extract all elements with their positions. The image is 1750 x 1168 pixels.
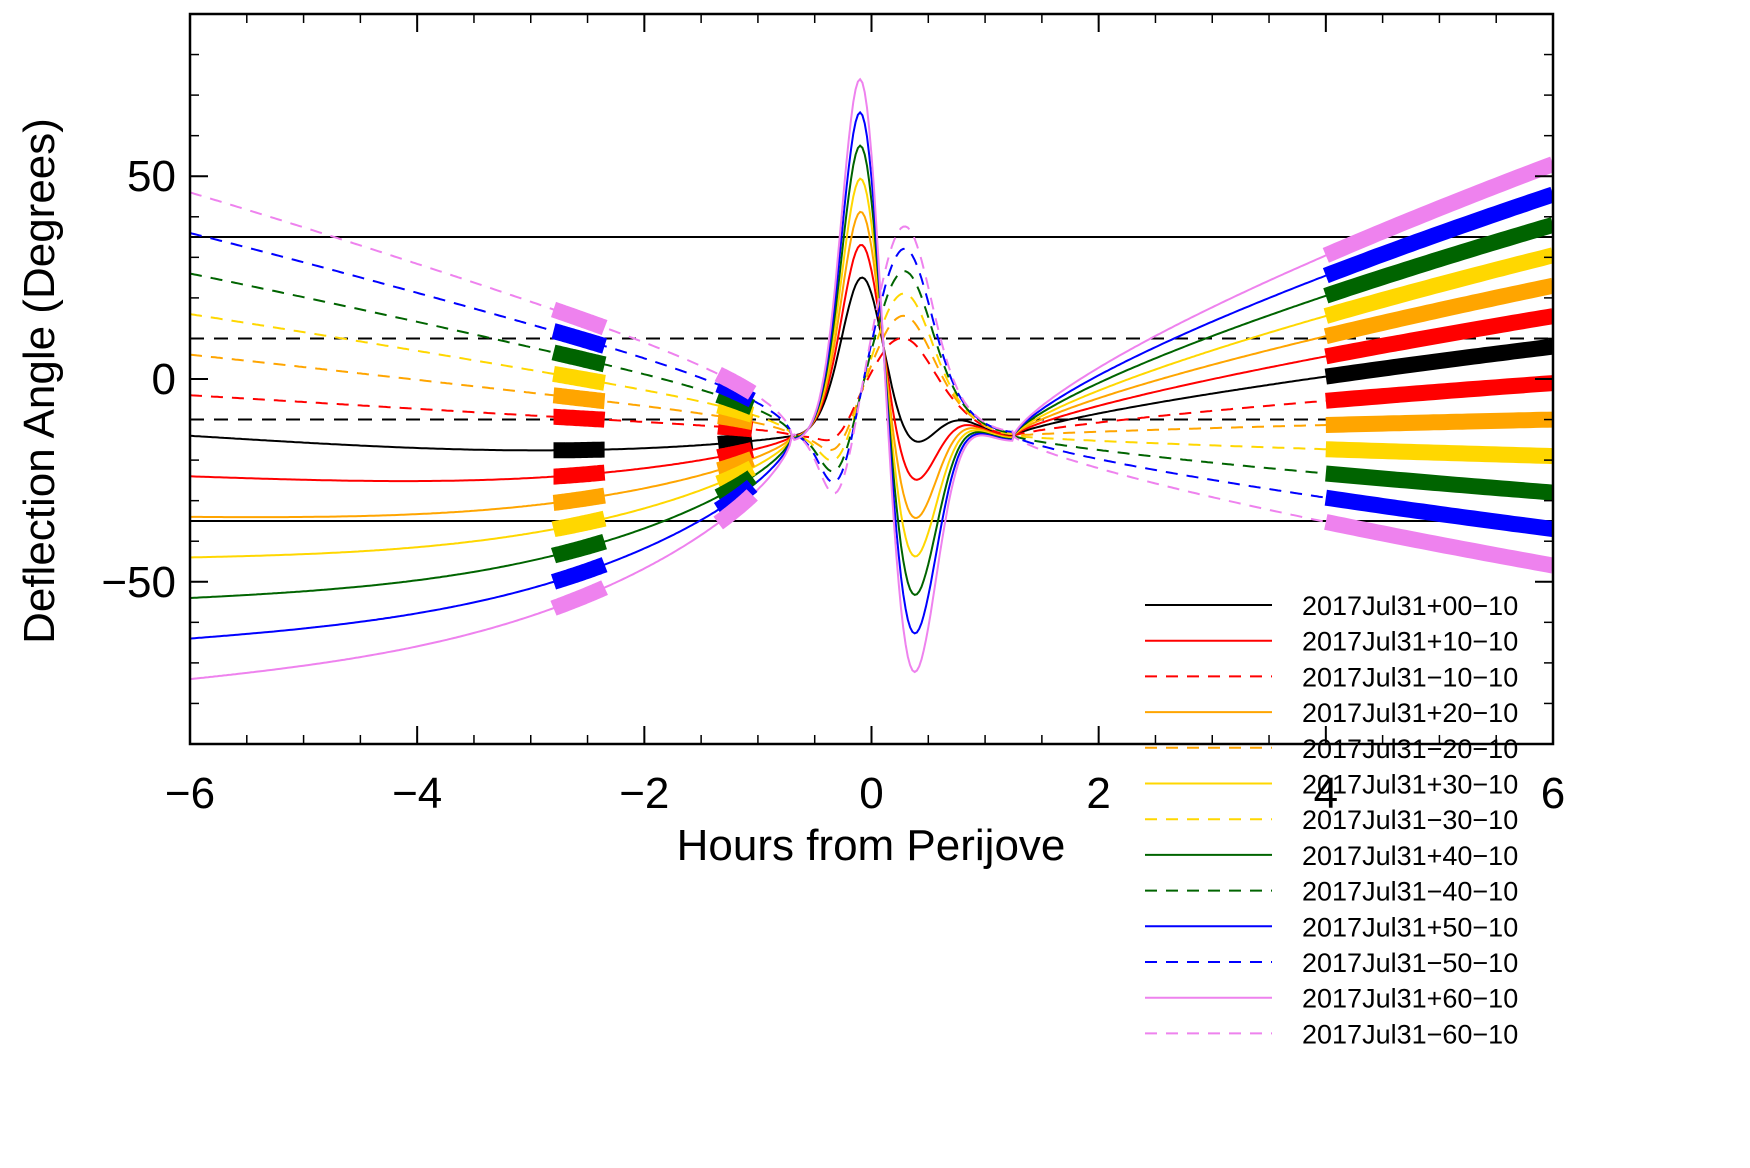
series-marker-band-8-0 <box>551 344 607 373</box>
series-line-8 <box>190 270 1553 494</box>
legend-label-12: 2017Jul31−60−10 <box>1302 1019 1518 1049</box>
x-tick-label: 6 <box>1541 769 1565 818</box>
legend-label-3: 2017Jul31+20−10 <box>1302 698 1518 728</box>
series-marker-band-0-0 <box>553 441 605 459</box>
series-marker-band-3-2 <box>1323 277 1553 344</box>
series-markers <box>550 156 1553 616</box>
legend-label-10: 2017Jul31−50−10 <box>1302 948 1518 978</box>
series-marker-band-9-2 <box>1322 186 1553 284</box>
legend-label-5: 2017Jul31+30−10 <box>1302 770 1518 800</box>
y-tick-label: 50 <box>127 152 176 201</box>
legend-label-11: 2017Jul31+60−10 <box>1302 984 1518 1014</box>
series-marker-band-10-2 <box>1324 489 1553 538</box>
series-marker-band-6-0 <box>552 366 606 391</box>
x-tick-label: 2 <box>1086 769 1110 818</box>
series-marker-band-5-2 <box>1323 247 1553 324</box>
legend-label-9: 2017Jul31+50−10 <box>1302 912 1518 942</box>
series-lines <box>190 77 1553 681</box>
series-marker-band-1-0 <box>553 464 606 485</box>
series-marker-band-3-0 <box>552 487 606 511</box>
series-marker-band-12-0 <box>550 301 608 336</box>
series-marker-band-8-2 <box>1325 465 1553 501</box>
series-marker-band-6-2 <box>1325 441 1553 465</box>
series-marker-band-1-2 <box>1324 308 1553 365</box>
series-marker-band-11-1 <box>713 489 758 530</box>
series-marker-band-11-0 <box>550 580 608 616</box>
series-marker-band-3-1 <box>716 451 756 478</box>
series-marker-band-1-1 <box>716 442 755 465</box>
series-line-12 <box>190 191 1553 567</box>
series-marker-band-10-0 <box>551 323 607 354</box>
axis-ticks <box>189 14 1554 744</box>
legend-label-8: 2017Jul31−40−10 <box>1302 877 1518 907</box>
legend-label-2: 2017Jul31−10−10 <box>1302 662 1518 692</box>
x-tick-label: −6 <box>165 769 215 818</box>
x-axis-label: Hours from Perijove <box>677 821 1066 870</box>
legend-label-6: 2017Jul31−30−10 <box>1302 805 1518 835</box>
series-marker-band-2-2 <box>1325 375 1553 409</box>
legend-label-0: 2017Jul31+00−10 <box>1302 591 1518 621</box>
series-marker-band-2-0 <box>553 408 606 428</box>
series-marker-band-7-2 <box>1323 217 1553 304</box>
x-tick-label: −4 <box>392 769 442 818</box>
legend: 2017Jul31+00−10 2017Jul31+10−10 2017Jul31−… <box>1145 591 1518 1049</box>
series-marker-band-11-2 <box>1322 156 1553 263</box>
series-marker-band-12-1 <box>714 366 757 400</box>
x-tick-label: 0 <box>859 769 883 818</box>
tick-labels: −6 −4 −2 0 2 4 6 −50 0 50 <box>101 152 1565 818</box>
series-marker-band-9-0 <box>550 557 608 590</box>
series-marker-band-0-1 <box>717 432 754 452</box>
series-marker-band-7-0 <box>550 533 607 564</box>
legend-label-4: 2017Jul31−20−10 <box>1302 734 1518 764</box>
series-marker-band-5-1 <box>715 460 756 491</box>
series-marker-band-0-2 <box>1324 338 1553 385</box>
x-tick-label: 4 <box>1314 769 1338 818</box>
series-marker-band-4-0 <box>552 387 606 410</box>
legend-label-7: 2017Jul31+40−10 <box>1302 841 1518 871</box>
series-line-10 <box>190 232 1553 531</box>
legend-label-1: 2017Jul31+10−10 <box>1302 627 1518 657</box>
series-marker-band-4-2 <box>1325 411 1553 433</box>
y-axis-label: Deflection Angle (Degrees) <box>15 118 64 644</box>
series-marker-band-12-2 <box>1324 514 1553 574</box>
x-tick-label: −2 <box>619 769 669 818</box>
series-marker-band-5-0 <box>551 510 607 538</box>
y-tick-label: 0 <box>152 355 176 404</box>
y-tick-label: −50 <box>101 558 176 607</box>
